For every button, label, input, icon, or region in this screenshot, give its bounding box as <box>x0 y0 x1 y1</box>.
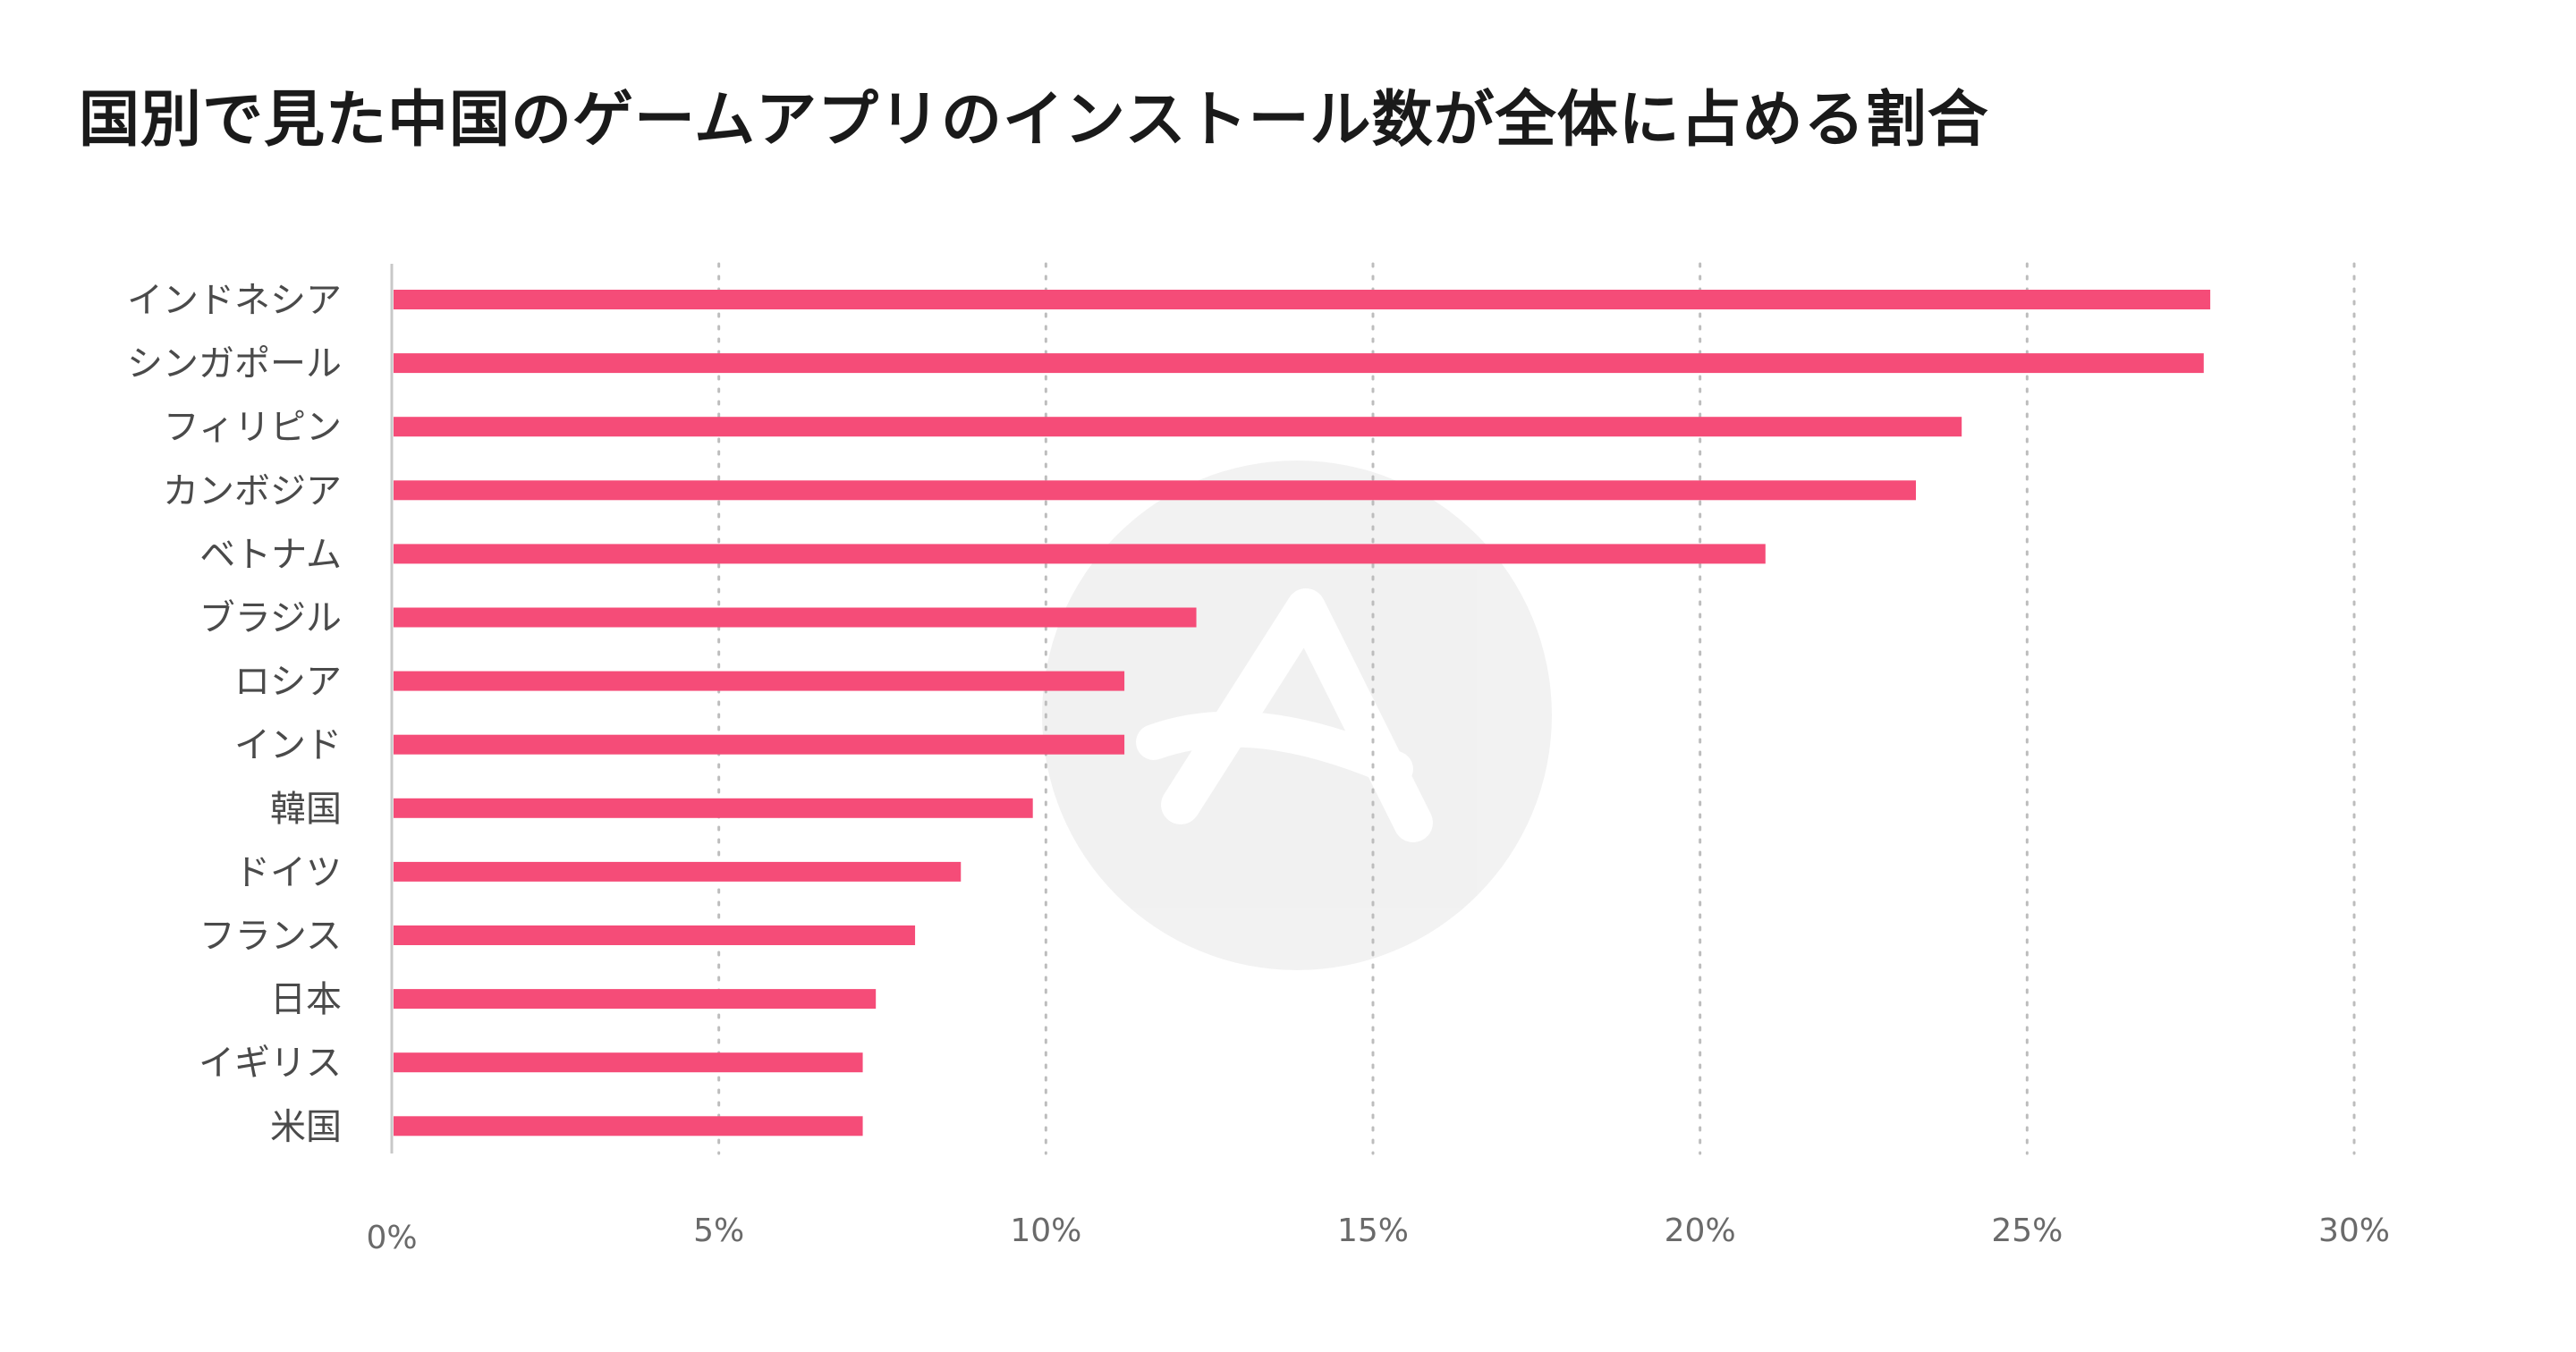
category-label: シンガポール <box>127 343 342 384</box>
bar <box>394 861 962 882</box>
x-tick-label: 20% <box>1665 1213 1736 1249</box>
bar <box>394 925 916 945</box>
bar <box>394 671 1125 691</box>
category-label: インドネシア <box>127 280 342 321</box>
bar <box>394 607 1197 628</box>
x-tick-label: 0% <box>366 1220 417 1256</box>
bar <box>394 1116 863 1137</box>
bar-series <box>394 290 2211 1137</box>
category-label: フランス <box>199 916 342 957</box>
x-tick-label: 30% <box>2318 1213 2390 1249</box>
category-label: 韓国 <box>270 789 342 830</box>
x-tick-label: 10% <box>1010 1213 1081 1249</box>
bar <box>394 1052 863 1073</box>
category-label: インド <box>234 725 342 766</box>
category-label: ブラジル <box>199 598 342 639</box>
bar <box>394 734 1125 755</box>
category-label: カンボジア <box>163 470 342 511</box>
bar <box>394 989 877 1010</box>
x-tick-label: 15% <box>1337 1213 1409 1249</box>
category-label: ドイツ <box>234 852 342 893</box>
category-label: イギリス <box>199 1043 342 1084</box>
chart-title: 国別で見た中国のゲームアプリのインストール数が全体に占める割合 <box>79 85 1989 156</box>
bar <box>394 798 1033 818</box>
bar <box>394 544 1766 564</box>
category-labels: インドネシアシンガポールフィリピンカンボジアベトナムブラジルロシアインド韓国ドイ… <box>127 280 342 1147</box>
category-label: ロシア <box>234 662 342 703</box>
category-label: 日本 <box>270 979 342 1020</box>
bar <box>394 290 2211 309</box>
x-tick-label: 25% <box>1991 1213 2063 1249</box>
bar <box>394 417 1962 437</box>
category-label: 米国 <box>270 1106 342 1147</box>
category-label: フィリピン <box>164 407 342 448</box>
logo-watermark <box>1042 461 1552 970</box>
x-axis-ticks: 0% 5% 10% 15% 20% 25% 30% <box>366 1213 2390 1256</box>
x-tick-label: 5% <box>693 1213 744 1249</box>
bar <box>394 480 1917 501</box>
category-label: ベトナム <box>199 534 342 575</box>
bar <box>394 353 2204 374</box>
